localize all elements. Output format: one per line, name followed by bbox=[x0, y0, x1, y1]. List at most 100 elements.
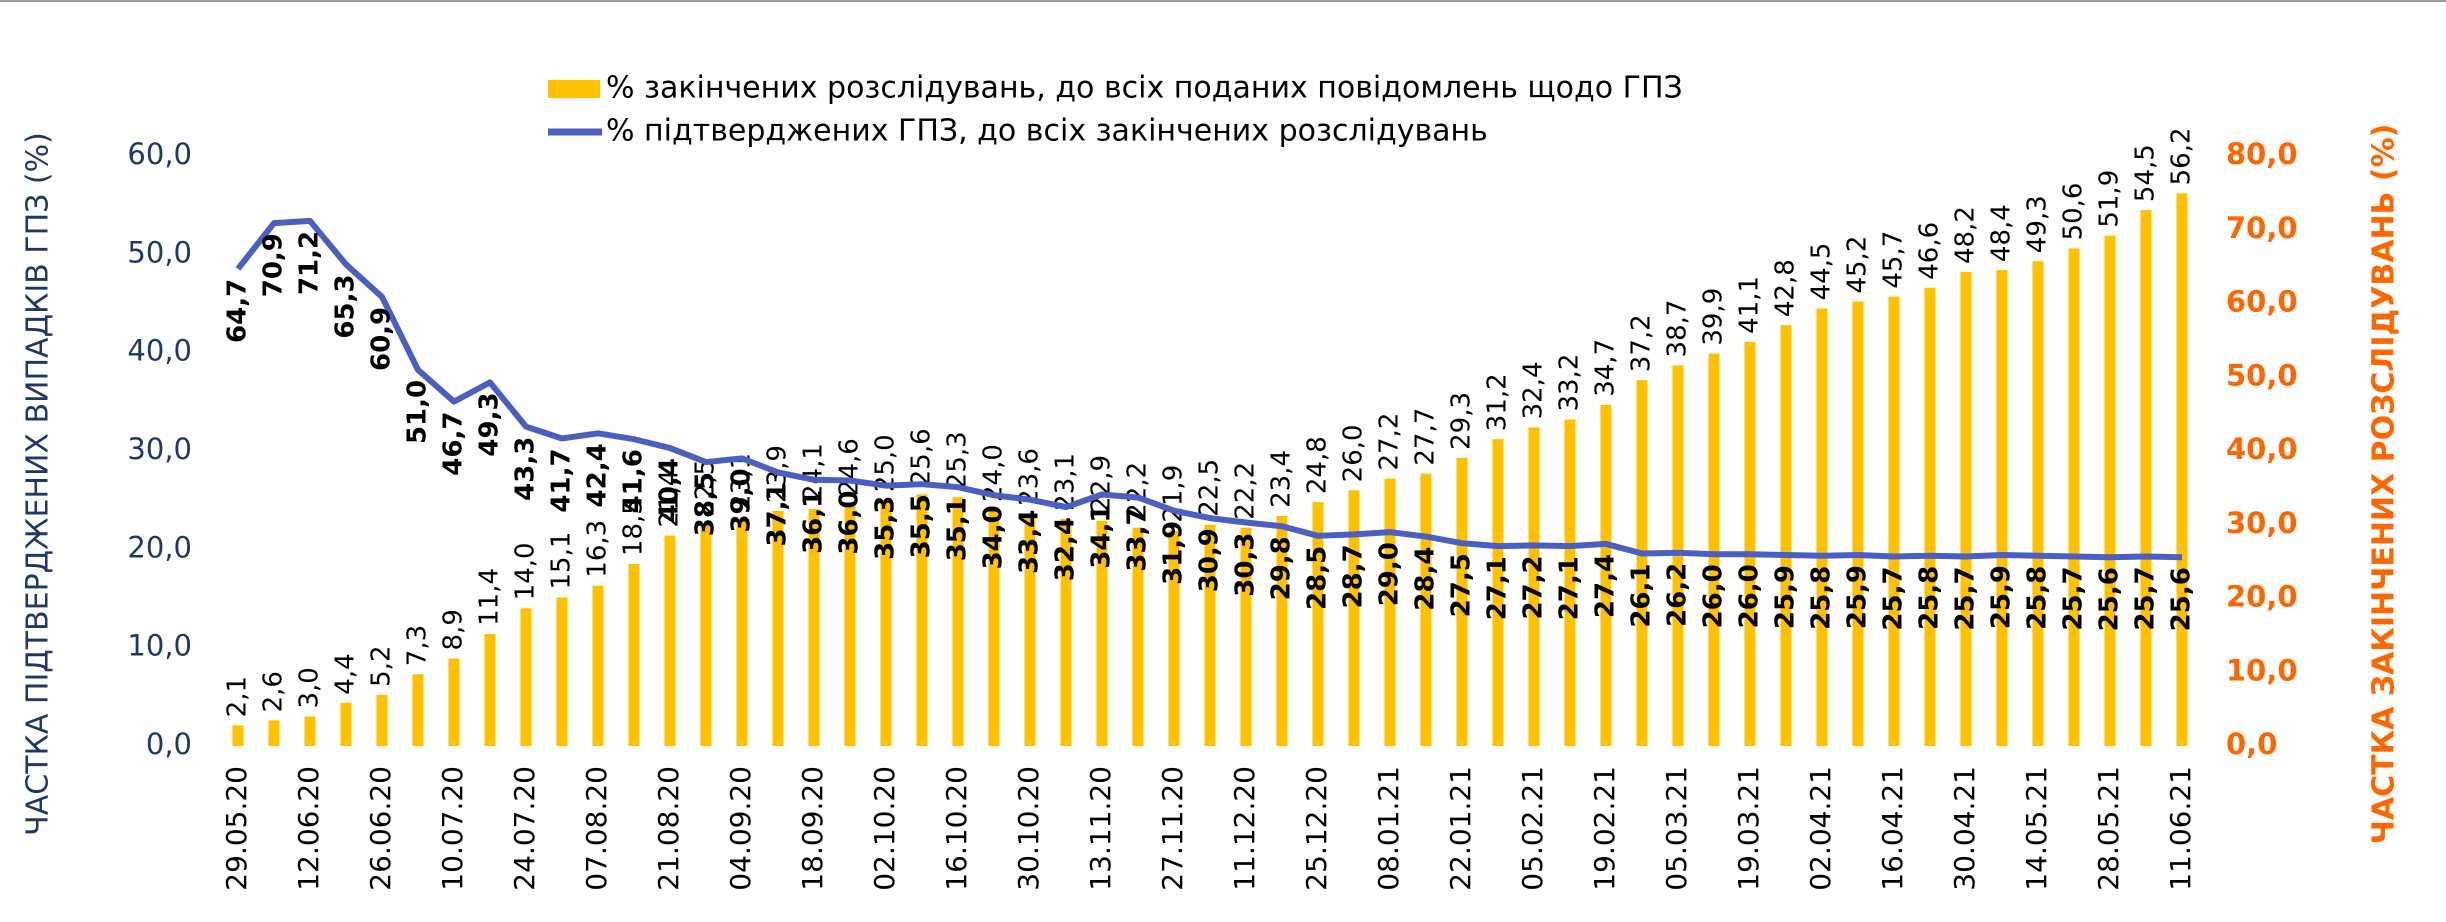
line-value-label: 42,4 bbox=[583, 443, 613, 507]
y2-tick-label: 20,0 bbox=[2226, 580, 2298, 614]
line-value-label: 25,9 bbox=[1771, 565, 1801, 629]
x-tick-label: 30.04.21 bbox=[1948, 766, 1981, 891]
bar bbox=[1636, 380, 1648, 746]
line-value-label: 26,0 bbox=[1735, 564, 1765, 628]
y2-tick-label: 70,0 bbox=[2226, 211, 2298, 245]
bar-value-label: 32,4 bbox=[1519, 362, 1549, 420]
y2-tick-label: 10,0 bbox=[2226, 653, 2298, 687]
x-tick-label: 16.10.20 bbox=[940, 766, 973, 891]
bar-value-label: 15,1 bbox=[547, 532, 577, 590]
x-tick-label: 19.02.21 bbox=[1588, 766, 1621, 891]
bar-value-label: 33,2 bbox=[1555, 354, 1585, 412]
y-tick-label: 40,0 bbox=[127, 334, 192, 368]
line-value-label: 71,2 bbox=[295, 231, 325, 295]
bar-value-label: 45,7 bbox=[1879, 231, 1909, 289]
line-value-label: 27,1 bbox=[1555, 556, 1585, 620]
bar-value-label: 22,5 bbox=[1195, 459, 1225, 517]
bar bbox=[700, 524, 712, 746]
y-tick-label: 30,0 bbox=[127, 432, 192, 466]
y2-axis-title: ЧАСТКА ЗАКІНЧЕНИХ РОЗСЛІДУВАНЬ (%) bbox=[2367, 124, 2402, 845]
bar-value-label: 22,9 bbox=[1087, 455, 1117, 513]
bar bbox=[1600, 404, 1612, 746]
bar-value-label: 8,9 bbox=[439, 609, 469, 650]
bar bbox=[592, 585, 604, 746]
bar bbox=[448, 658, 460, 746]
line-value-label: 25,8 bbox=[1807, 566, 1837, 630]
bar bbox=[376, 694, 388, 746]
bar bbox=[1312, 502, 1324, 746]
bar bbox=[952, 497, 964, 746]
line-value-label: 25,7 bbox=[2131, 566, 2161, 630]
line-value-label: 37,1 bbox=[763, 482, 793, 546]
x-tick-label: 29.05.20 bbox=[220, 766, 253, 891]
bar bbox=[2176, 193, 2188, 746]
bar-value-label: 51,9 bbox=[2095, 170, 2125, 228]
line-value-label: 35,1 bbox=[943, 497, 973, 561]
y2-tick-label: 30,0 bbox=[2226, 506, 2298, 540]
bar-value-label: 26,0 bbox=[1339, 424, 1369, 482]
x-tick-label: 11.06.21 bbox=[2164, 766, 2197, 891]
bar-value-label: 45,2 bbox=[1843, 236, 1873, 294]
x-tick-label: 30.10.20 bbox=[1012, 766, 1045, 891]
bar bbox=[808, 509, 820, 746]
line-value-label: 27,5 bbox=[1447, 553, 1477, 617]
x-tick-label: 18.09.20 bbox=[796, 766, 829, 891]
line-value-label: 36,0 bbox=[835, 491, 865, 555]
bar-value-label: 27,2 bbox=[1375, 413, 1405, 471]
x-tick-label: 16.04.21 bbox=[1876, 766, 1909, 891]
bar-value-label: 27,7 bbox=[1411, 408, 1441, 466]
bar-value-label: 39,9 bbox=[1699, 288, 1729, 346]
line bbox=[235, 217, 2183, 561]
bar bbox=[1384, 478, 1396, 746]
bar-value-label: 54,5 bbox=[2131, 144, 2161, 202]
bar-value-label: 46,6 bbox=[1915, 222, 1945, 280]
line-value-label: 31,9 bbox=[1159, 521, 1189, 585]
line-value-label: 25,6 bbox=[2167, 567, 2197, 631]
bar bbox=[1240, 527, 1252, 746]
line-value-label: 27,4 bbox=[1591, 554, 1621, 618]
y-tick-label: 20,0 bbox=[127, 530, 192, 564]
line-value-label: 26,1 bbox=[1627, 564, 1657, 628]
bar bbox=[1024, 513, 1036, 746]
bar-value-label: 2,6 bbox=[259, 671, 289, 712]
line-value-label: 27,1 bbox=[1483, 556, 1513, 620]
line-value-label: 25,6 bbox=[2095, 567, 2125, 631]
line-value-label: 29,8 bbox=[1267, 536, 1297, 600]
legend-swatch bbox=[548, 80, 600, 98]
line-value-label: 34,0 bbox=[979, 505, 1009, 569]
x-tick-label: 12.06.20 bbox=[292, 766, 325, 891]
line-value-label: 60,9 bbox=[367, 307, 397, 371]
x-tick-label: 24.07.20 bbox=[508, 766, 541, 891]
bar bbox=[1780, 325, 1792, 746]
line-value-label: 65,3 bbox=[331, 274, 361, 338]
bar-value-label: 31,2 bbox=[1483, 373, 1513, 431]
line-value-label: 26,2 bbox=[1663, 563, 1693, 627]
line-value-label: 30,9 bbox=[1195, 528, 1225, 592]
bar bbox=[988, 510, 1000, 746]
legend-label: % підтверджених ГПЗ, до всіх закінчених … bbox=[606, 114, 1488, 149]
bar bbox=[1168, 530, 1180, 746]
y-tick-label: 10,0 bbox=[127, 629, 192, 663]
x-tick-label: 14.05.21 bbox=[2020, 766, 2053, 891]
x-tick-label: 11.12.20 bbox=[1228, 766, 1261, 891]
bar bbox=[1996, 270, 2008, 746]
bar-value-label: 5,2 bbox=[367, 646, 397, 687]
line-value-label: 25,7 bbox=[1951, 566, 1981, 630]
x-tick-label: 02.04.21 bbox=[1804, 766, 1837, 891]
bar-value-label: 25,6 bbox=[907, 428, 937, 486]
bar-value-label: 42,8 bbox=[1771, 259, 1801, 317]
line-value-label: 64,7 bbox=[223, 279, 253, 343]
line-value-label: 25,8 bbox=[1915, 566, 1945, 630]
bar bbox=[1852, 301, 1864, 746]
bar bbox=[1096, 520, 1108, 746]
line-value-label: 46,7 bbox=[439, 412, 469, 476]
bar-value-label: 44,5 bbox=[1807, 243, 1837, 301]
bar-value-label: 4,4 bbox=[331, 653, 361, 694]
line-value-label: 25,7 bbox=[1879, 566, 1909, 630]
x-tick-label: 07.08.20 bbox=[580, 766, 613, 891]
line-value-label: 32,4 bbox=[1051, 517, 1081, 581]
line-value-label: 38,5 bbox=[691, 472, 721, 536]
bar bbox=[340, 702, 352, 746]
bar bbox=[844, 504, 856, 746]
